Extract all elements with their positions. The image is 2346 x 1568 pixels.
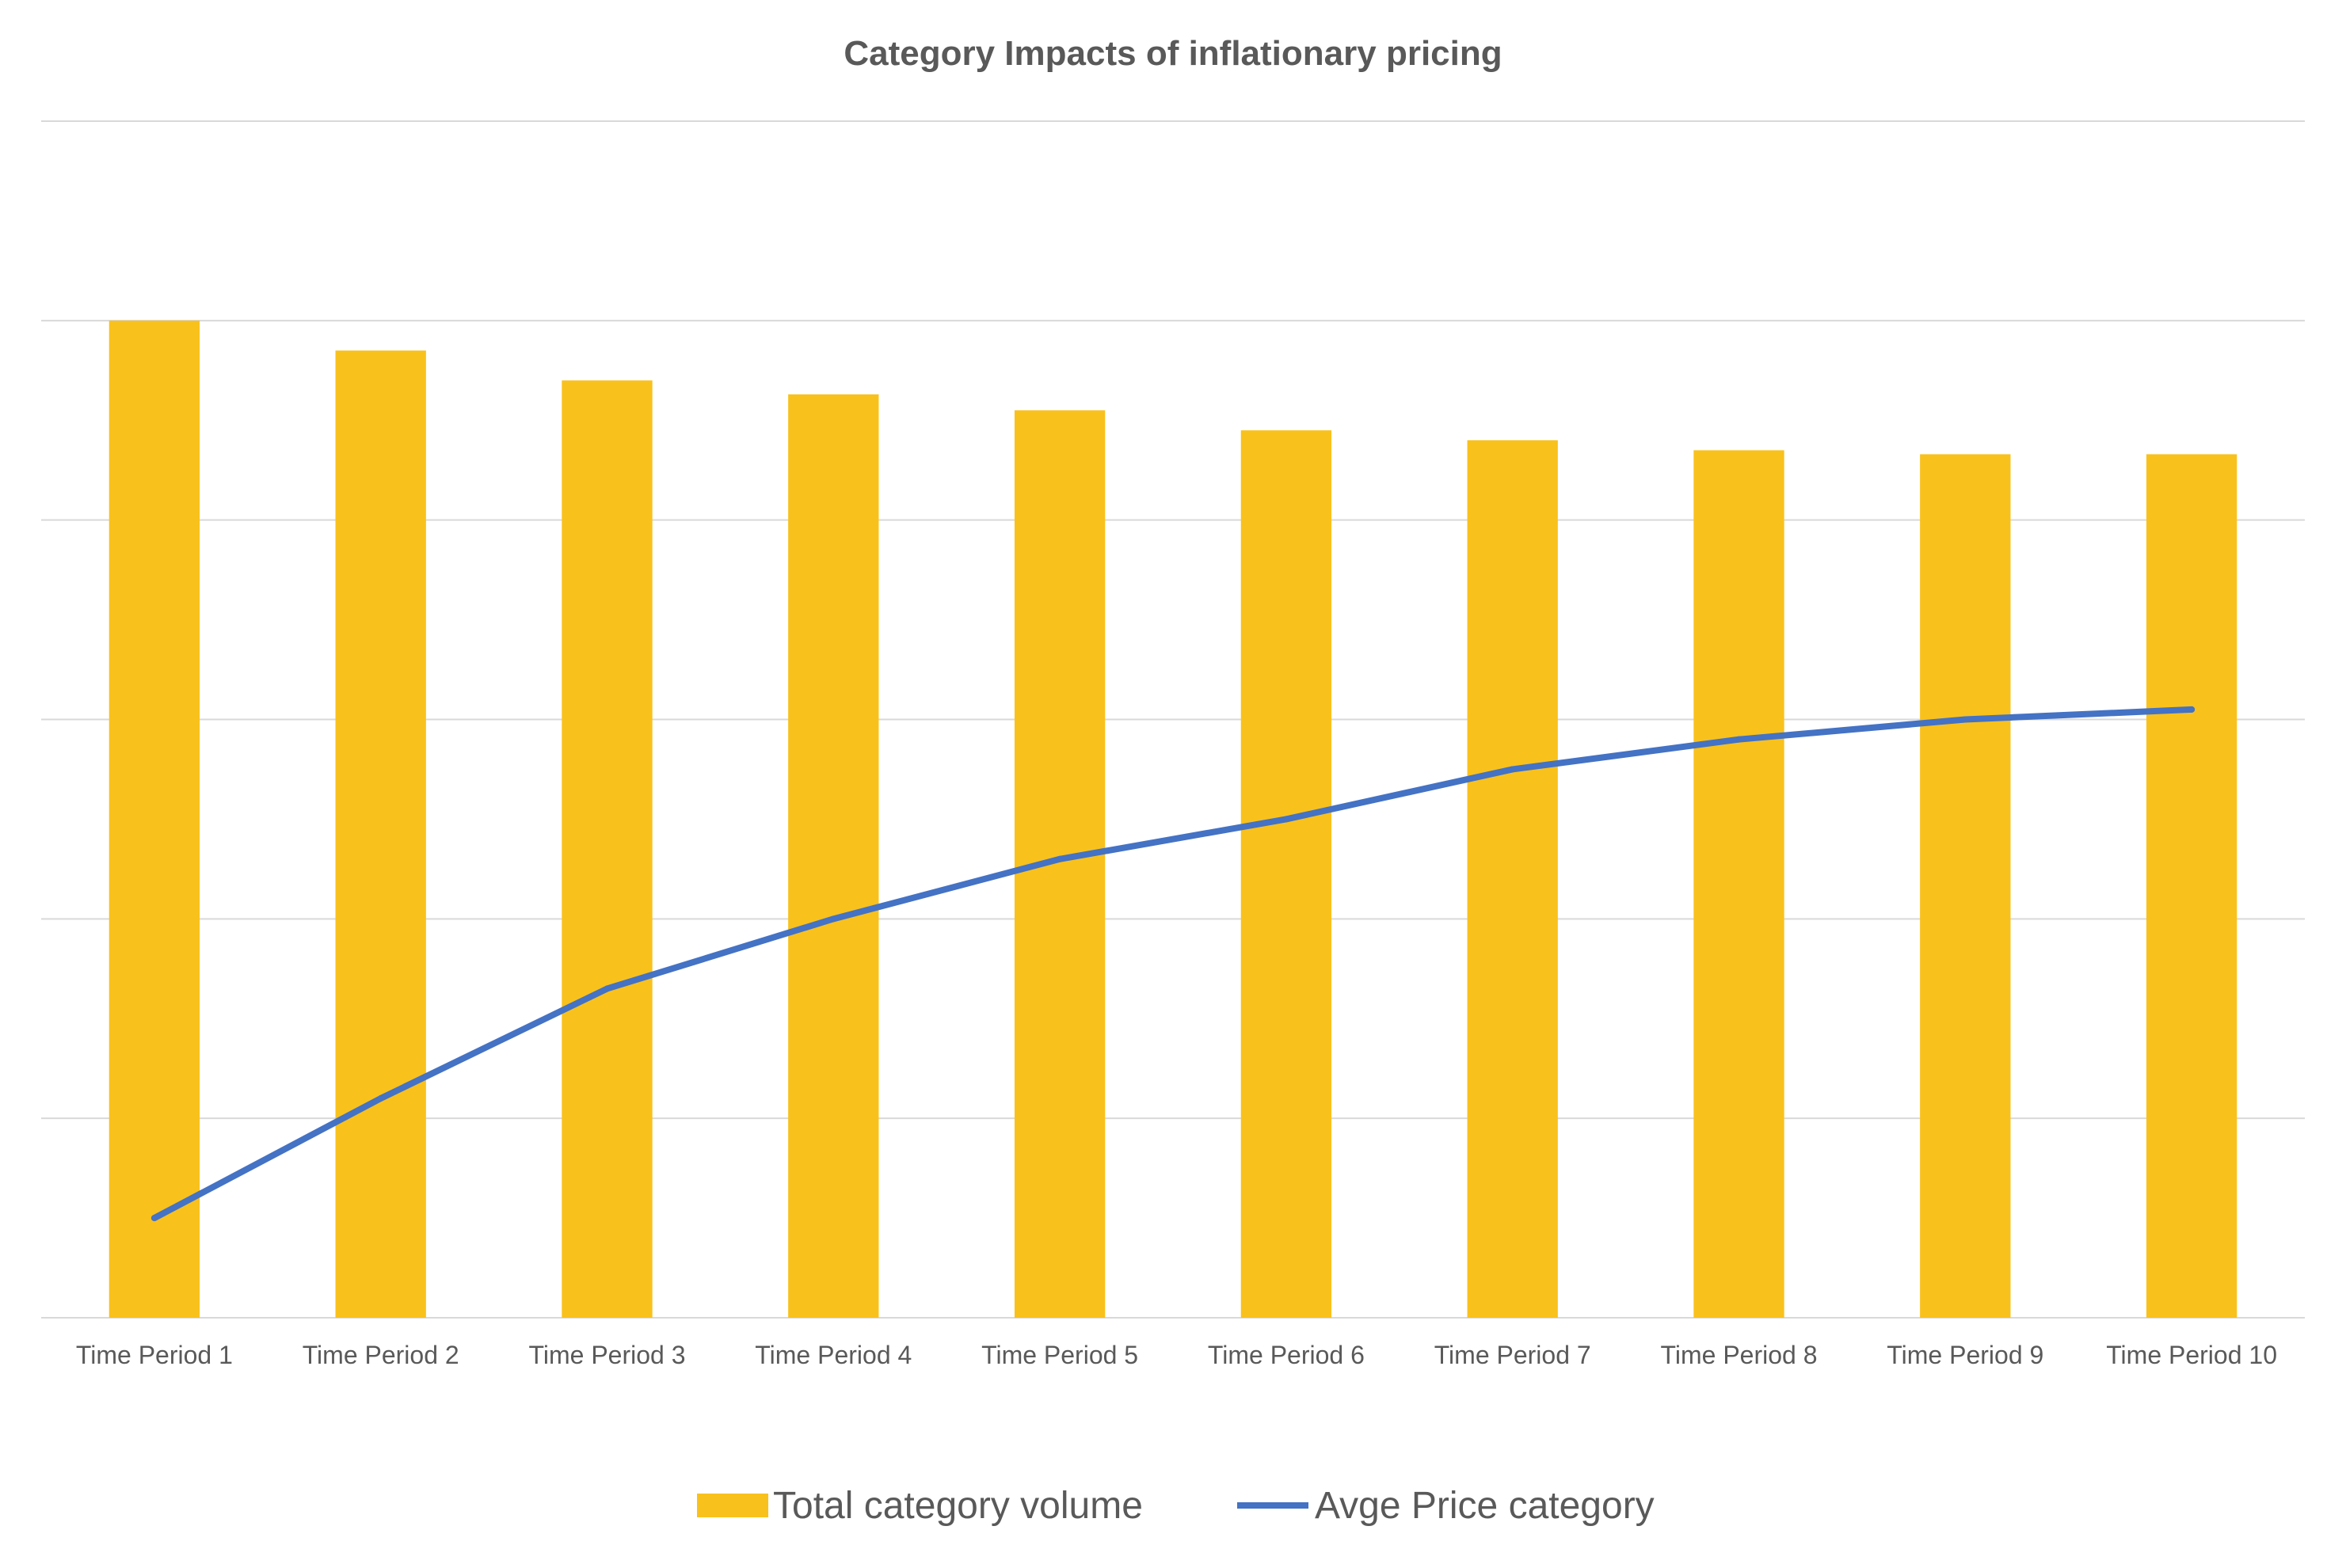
point-avge-price-category <box>2188 706 2196 713</box>
bar-total-category-volume <box>2146 454 2237 1318</box>
line-avge-price-category <box>150 706 2196 1222</box>
x-tick-label: Time Period 10 <box>2106 1341 2277 1369</box>
x-tick-label: Time Period 7 <box>1434 1341 1591 1369</box>
point-avge-price-category <box>1057 855 1064 862</box>
legend-label-avge-price-category: Avge Price category <box>1315 1485 1655 1527</box>
bar-total-category-volume <box>788 394 879 1318</box>
bar-total-category-volume <box>1693 450 1784 1318</box>
x-axis-tick-labels: Time Period 1 Time Period 2 Time Period 3 T… <box>76 1341 2277 1369</box>
legend-swatch-total-category-volume <box>697 1494 768 1517</box>
x-tick-label: Time Period 4 <box>755 1341 912 1369</box>
point-avge-price-category <box>150 1215 158 1222</box>
point-avge-price-category <box>1962 716 1969 723</box>
line-series <box>150 706 2196 1222</box>
x-tick-label: Time Period 6 <box>1208 1341 1365 1369</box>
point-avge-price-category <box>1282 816 1289 823</box>
bar-total-category-volume <box>335 350 426 1318</box>
point-avge-price-category <box>830 915 837 923</box>
point-avge-price-category <box>377 1094 384 1102</box>
x-tick-label: Time Period 5 <box>981 1341 1138 1369</box>
x-tick-label: Time Period 9 <box>1887 1341 2043 1369</box>
bar-total-category-volume <box>1467 440 1558 1318</box>
x-tick-label: Time Period 2 <box>303 1341 459 1369</box>
bar-total-category-volume <box>109 320 200 1318</box>
legend: Total category volume Avge Price category <box>697 1485 1655 1527</box>
legend-label-total-category-volume: Total category volume <box>773 1485 1143 1527</box>
x-tick-label: Time Period 1 <box>76 1341 233 1369</box>
bar-total-category-volume <box>1920 454 2011 1318</box>
point-avge-price-category <box>604 985 611 992</box>
bar-total-category-volume <box>562 380 653 1319</box>
x-tick-label: Time Period 8 <box>1661 1341 1818 1369</box>
point-avge-price-category <box>1509 766 1516 773</box>
bar-series <box>109 320 2237 1319</box>
bar-total-category-volume <box>1240 430 1332 1318</box>
x-tick-label: Time Period 3 <box>529 1341 686 1369</box>
bar-total-category-volume <box>1014 410 1106 1318</box>
chart-title: Category Impacts of inflationary pricing <box>844 34 1502 73</box>
point-avge-price-category <box>1735 736 1742 743</box>
